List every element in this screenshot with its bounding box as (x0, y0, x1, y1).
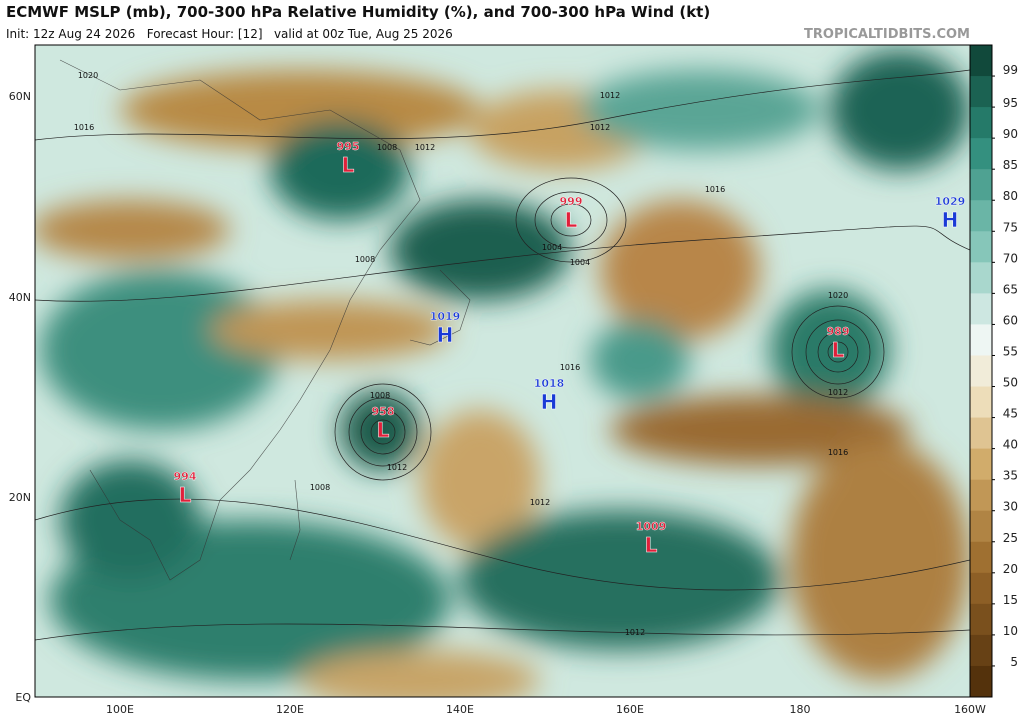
center-letter: L (179, 483, 192, 507)
colorbar-tick-label: 65 (1003, 282, 1018, 296)
isobar-label: 1012 (828, 388, 848, 397)
colorbar-tick-label: 25 (1003, 531, 1018, 545)
lat-label: 40N (9, 291, 31, 304)
colorbar-bin (970, 262, 992, 294)
colorbar-tick-label: 55 (1003, 344, 1018, 358)
colorbar-bin (970, 355, 992, 388)
center-value: 994 (174, 470, 197, 483)
colorbar-bin (970, 386, 992, 419)
colorbar-frame (969, 44, 993, 698)
colorbar-tick-label: 90 (1003, 127, 1018, 141)
lat-label: EQ (15, 691, 31, 704)
isobar-label: 1008 (310, 483, 330, 492)
site-label: TROPICALTIDBITS.COM (804, 27, 970, 42)
isobar-label: 1012 (590, 123, 610, 132)
colorbar-bin (970, 448, 992, 481)
subtitle: Init: 12z Aug 24 2026 Forecast Hour: [12… (6, 27, 453, 41)
center-value: 958 (372, 405, 395, 418)
lon-label: 160W (954, 703, 986, 716)
isobar-label: 1016 (560, 363, 580, 372)
axis-labels: 60N 40N 20N EQ 100E 120E 140E 160E 180 160W (9, 90, 986, 716)
center-letter: H (437, 323, 454, 347)
isobar-label: 1012 (600, 91, 620, 100)
lon-label: 140E (446, 703, 474, 716)
isobar-label: 1012 (415, 143, 435, 152)
center-value: 1009 (636, 520, 667, 533)
colorbar-tick-label: 15 (1003, 593, 1018, 607)
colorbar-tick-label: 50 (1003, 376, 1018, 390)
colorbar-bin (970, 665, 992, 698)
colorbar-tick-label: 5 (1010, 655, 1018, 669)
colorbar-tick-label: 40 (1003, 438, 1018, 452)
colorbar-bin (970, 510, 992, 543)
isobar-label: 1004 (570, 258, 590, 267)
map (35, 45, 970, 697)
colorbar-bin (970, 231, 992, 263)
isobar-label: 1016 (705, 185, 725, 194)
lon-label: 100E (106, 703, 134, 716)
lat-label: 60N (9, 90, 31, 103)
colorbar-tick-label: 80 (1003, 189, 1018, 203)
isobar-label: 1020 (828, 291, 848, 300)
center-letter: L (342, 153, 355, 177)
colorbar-bin (970, 45, 992, 77)
colorbar-tick-label: 70 (1003, 251, 1018, 265)
colorbar-bin (970, 417, 992, 450)
colorbar-bin (970, 634, 992, 667)
center-value: 995 (337, 140, 360, 153)
isobar-label: 1008 (355, 255, 375, 264)
colorbar-bin (970, 169, 992, 201)
colorbar-bin (970, 603, 992, 636)
lon-label: 180 (790, 703, 811, 716)
isobar-label: 1016 (74, 123, 94, 132)
colorbar-bin (970, 572, 992, 605)
center-value: 999 (560, 195, 583, 208)
colorbar-bin (970, 76, 992, 108)
center-letter: L (832, 338, 845, 362)
colorbar-tick-label: 75 (1003, 220, 1018, 234)
center-value: 1019 (430, 310, 461, 323)
center-letter: L (645, 533, 658, 557)
title: ECMWF MSLP (mb), 700-300 hPa Relative Hu… (6, 3, 710, 21)
colorbar-tick-label: 99 (1003, 63, 1018, 77)
isobar-label: 1012 (530, 498, 550, 507)
colorbar-tick-label: 30 (1003, 500, 1018, 514)
isobar-label: 1012 (625, 628, 645, 637)
colorbar-bin (970, 324, 992, 356)
isobar-label: 1012 (387, 463, 407, 472)
center-letter: L (377, 418, 390, 442)
lat-label: 20N (9, 491, 31, 504)
center-letter: L (565, 208, 578, 232)
lon-label: 160E (616, 703, 644, 716)
colorbar-tick-label: 10 (1003, 624, 1018, 638)
colorbar-tick-label: 45 (1003, 407, 1018, 421)
isobar-labels: 1020 1016 1012 1008 1004 1012 1016 1008 1012 1016… (74, 71, 848, 637)
colorbar-tick-label: 95 (1003, 96, 1018, 110)
isobar-label: 1016 (828, 448, 848, 457)
colorbar-bin (970, 479, 992, 512)
colorbar-bin (970, 107, 992, 139)
isobar-label: 1004 (542, 243, 562, 252)
center-letter: H (541, 390, 558, 414)
colorbar-bin (970, 138, 992, 170)
center-value: 989 (827, 325, 850, 338)
colorbar-tick-label: 35 (1003, 469, 1018, 483)
center-value: 1018 (534, 377, 565, 390)
colorbar-tick-label: 20 (1003, 562, 1018, 576)
colorbar-bin (970, 293, 992, 325)
lon-label: 120E (276, 703, 304, 716)
isobar-label: 1008 (370, 391, 390, 400)
colorbar-tick-label: 60 (1003, 313, 1018, 327)
isobar-label: 1020 (78, 71, 98, 80)
isobar-label: 1008 (377, 143, 397, 152)
colorbar-bin (970, 541, 992, 574)
colorbar-tick-label: 85 (1003, 158, 1018, 172)
center-value: 1029 (935, 195, 966, 208)
center-letter: H (942, 208, 959, 232)
colorbar: 99 95 90 85 80 75 70 65 60 55 50 45 40 35 30 25 20 15 10 5 (969, 44, 1018, 698)
colorbar-bin (970, 200, 992, 232)
